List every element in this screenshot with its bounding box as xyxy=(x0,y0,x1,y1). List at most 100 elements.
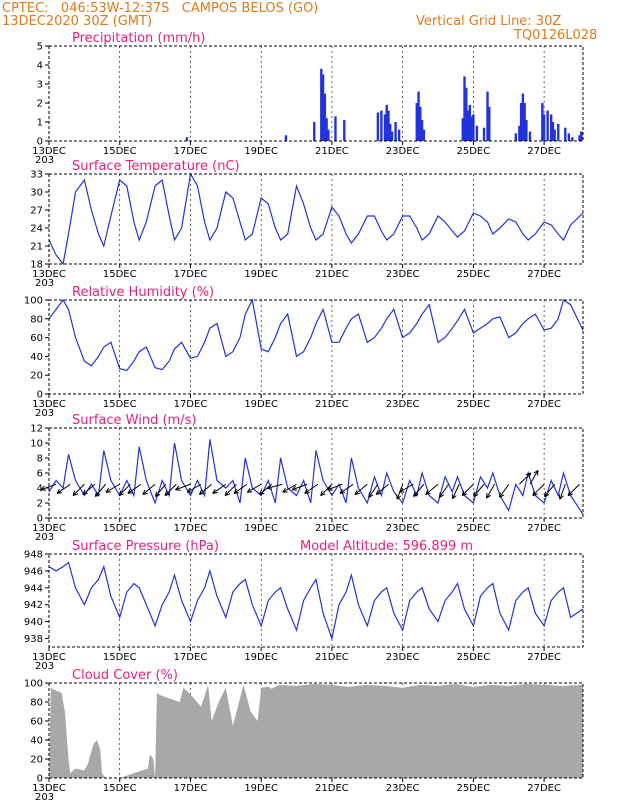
wind-arrow xyxy=(398,483,414,493)
precip-bar xyxy=(420,120,424,141)
precip-bar xyxy=(390,131,394,141)
y-tick-label: 946 xyxy=(24,566,43,577)
precip-bar xyxy=(463,76,466,141)
wind-arrow xyxy=(461,483,474,497)
x-tick-label: 21DEC xyxy=(315,399,349,410)
y-tick-label: 21 xyxy=(30,242,43,253)
x-tick-label: 19DEC xyxy=(244,652,278,663)
x-tick-label: 15DEC xyxy=(103,652,137,663)
wind-arrow xyxy=(558,484,566,500)
wind-arrow xyxy=(127,483,142,494)
pressure-title: Surface Pressure (hPa) xyxy=(72,539,219,554)
wind-arrow xyxy=(543,483,556,497)
x-tick-label: 21DEC xyxy=(315,269,349,280)
x-axis-stub: 203 xyxy=(35,661,54,672)
y-tick-label: 938 xyxy=(24,634,43,645)
x-tick-label: 21DEC xyxy=(315,652,349,663)
y-tick-label: 20 xyxy=(30,371,43,382)
y-tick-label: 4 xyxy=(37,61,43,72)
x-tick-label: 15DEC xyxy=(103,783,137,794)
model-altitude: Model Altitude: 596.899 m xyxy=(300,539,473,554)
precip-bar xyxy=(541,103,544,141)
precip-bar xyxy=(321,74,325,141)
x-tick-label: 17DEC xyxy=(174,146,208,157)
y-tick-label: 8 xyxy=(37,454,43,465)
precip-bar xyxy=(343,120,346,141)
y-tick-label: 10 xyxy=(30,439,43,450)
wind-arrow xyxy=(198,483,212,495)
wind-arrow xyxy=(142,483,156,495)
precip-bar xyxy=(486,91,489,141)
cloud-cover-area xyxy=(49,684,583,778)
panel-precipitation: 0 1 2 3 4 5 13DEC 15DEC 17DEC 19DEC 21DEC 23DEC 25DE… xyxy=(32,31,584,166)
x-tick-label: 19DEC xyxy=(244,146,278,157)
wind-arrow xyxy=(320,483,333,497)
humidity-title: Relative Humidity (%) xyxy=(72,285,214,300)
precip-bar xyxy=(466,110,470,141)
wind-arrow xyxy=(327,483,343,491)
x-tick-label: 13DEC xyxy=(32,523,66,534)
wind-arrow xyxy=(368,483,379,498)
wind-arrow xyxy=(375,483,389,495)
cloud-cover-title: Cloud Cover (%) xyxy=(72,668,178,683)
x-tick-label: 13DEC xyxy=(32,399,66,410)
wind-arrow xyxy=(413,483,425,497)
x-tick-label: 27DEC xyxy=(527,523,561,534)
x-tick-label: 17DEC xyxy=(174,523,208,534)
precip-bar xyxy=(320,68,323,141)
wind-arrow xyxy=(532,483,545,497)
x-tick-label: 13DEC xyxy=(32,652,66,663)
x-tick-label: 23DEC xyxy=(386,146,420,157)
y-tick-label: 944 xyxy=(24,583,43,594)
x-tick-label: 21DEC xyxy=(315,523,349,534)
wind-arrow xyxy=(282,483,297,493)
y-tick-label: 2 xyxy=(37,99,43,110)
temperature-title: Surface Temperature (nC) xyxy=(72,159,240,174)
station-header: CPTEC: 046:53W-12:37S CAMPOS BELOS (GO) xyxy=(2,1,319,16)
precip-bar xyxy=(551,122,555,141)
precip-bar xyxy=(394,122,397,141)
precip-bar xyxy=(557,123,560,141)
y-tick-label: 940 xyxy=(24,617,43,628)
x-tick-label: 15DEC xyxy=(103,399,137,410)
y-tick-label: 27 xyxy=(30,206,43,217)
x-axis-stub: 203 xyxy=(35,278,54,289)
precip-bar xyxy=(514,133,518,141)
y-tick-label: 40 xyxy=(30,736,43,747)
precip-bar xyxy=(417,91,420,141)
wind-arrow xyxy=(224,483,237,497)
y-tick-label: 942 xyxy=(24,600,43,611)
wind-line xyxy=(48,439,584,515)
wind-arrow xyxy=(246,483,262,493)
panel-wind: 0 2 4 6 8 10 12 13DEC 15DEC 17DEC 19DEC 21DEC 23DEC 2… xyxy=(30,413,584,543)
y-tick-label: 0 xyxy=(37,137,43,148)
x-tick-label: 17DEC xyxy=(174,269,208,280)
grid-note: Vertical Grid Line: 30Z xyxy=(416,14,562,29)
x-tick-label: 13DEC xyxy=(32,783,66,794)
precip-bar xyxy=(422,129,426,141)
wind-arrow xyxy=(212,483,227,494)
y-tick-label: 0 xyxy=(37,514,43,525)
wind-arrow xyxy=(473,483,485,497)
precip-bar xyxy=(528,131,532,141)
wind-arrow xyxy=(266,483,283,490)
x-tick-label: 27DEC xyxy=(527,269,561,280)
wind-arrow xyxy=(567,483,580,497)
precip-bar xyxy=(327,129,330,141)
wind-title: Surface Wind (m/s) xyxy=(72,413,196,428)
pressure-line xyxy=(48,561,584,641)
y-tick-label: 100 xyxy=(24,679,43,690)
y-tick-label: 40 xyxy=(30,352,43,363)
panel-frame xyxy=(48,682,584,779)
x-tick-label: 23DEC xyxy=(386,523,420,534)
x-tick-label: 17DEC xyxy=(174,652,208,663)
precip-bar xyxy=(571,137,574,141)
precip-bar xyxy=(389,123,392,141)
panel-frame xyxy=(48,45,584,142)
wind-arrow xyxy=(94,483,106,497)
wind-arrow xyxy=(118,483,131,497)
x-axis-stub: 203 xyxy=(35,155,54,166)
x-tick-label: 27DEC xyxy=(527,146,561,157)
precip-bar xyxy=(519,103,523,141)
